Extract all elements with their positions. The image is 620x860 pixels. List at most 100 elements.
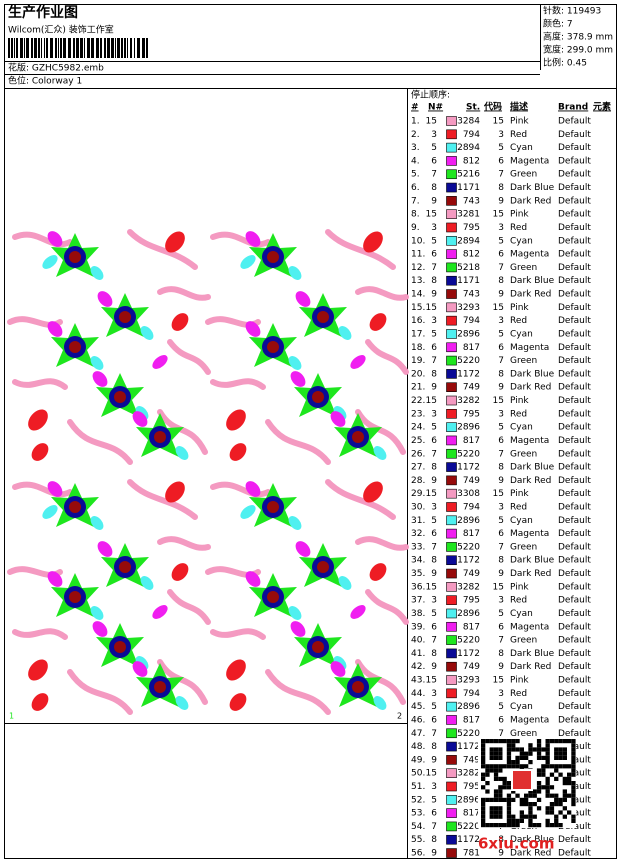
qr-cell	[571, 772, 576, 777]
needle: 8	[431, 276, 437, 286]
bar-stripe	[96, 38, 99, 58]
qr-cell	[528, 793, 533, 798]
code: 5	[498, 702, 504, 712]
qr-cell	[489, 747, 494, 752]
description: Dark Blue	[510, 369, 555, 379]
swatch	[446, 462, 457, 472]
qr-cell	[571, 747, 576, 752]
qr-cell	[511, 747, 516, 752]
needle: 6	[431, 622, 437, 632]
brand: Default	[558, 476, 591, 486]
qr-cell	[528, 823, 533, 828]
qr-cell	[545, 751, 550, 756]
qr-cell	[493, 747, 499, 752]
description: Magenta	[510, 715, 549, 725]
description: Dark Red	[510, 849, 551, 859]
needle: 3	[431, 782, 437, 792]
qr-cell	[554, 755, 559, 760]
row-number: 12.	[411, 263, 425, 273]
stitches: 2896	[457, 609, 480, 619]
qr-cell	[558, 764, 563, 769]
stitches: 2896	[457, 329, 480, 339]
description: Green	[510, 542, 537, 552]
code: 5	[498, 423, 504, 433]
qr-cell	[493, 776, 499, 781]
stitches: 794	[463, 502, 480, 512]
qr-cell	[493, 814, 499, 819]
code: 6	[498, 715, 504, 725]
row-number: 37.	[411, 596, 425, 606]
row-number: 21.	[411, 383, 425, 393]
qr-cell	[571, 802, 576, 807]
brand: Default	[558, 622, 591, 632]
code: 7	[498, 636, 504, 646]
qr-cell	[481, 751, 486, 756]
bar-stripe	[60, 38, 62, 58]
qr-cell	[554, 739, 559, 744]
qr-cell	[562, 789, 567, 794]
qr-cell	[571, 818, 576, 823]
qr-cell	[502, 776, 507, 781]
bar-stripe	[76, 38, 79, 58]
stitches: 3282	[457, 769, 480, 779]
description: Cyan	[510, 516, 533, 526]
bar-stripe	[14, 38, 15, 58]
qr-cell	[545, 764, 550, 769]
bar-stripe	[134, 38, 135, 58]
qr-cell	[558, 802, 563, 807]
info-item: 高度: 378.9 mm	[543, 31, 613, 43]
qr-cell	[489, 814, 494, 819]
qr-cell	[554, 751, 559, 756]
code: 15	[493, 489, 504, 499]
needle: 6	[431, 529, 437, 539]
stitches: 3282	[457, 582, 480, 592]
stitches: 795	[463, 409, 480, 419]
row-number: 1.	[411, 117, 420, 127]
qr-cell	[562, 764, 567, 769]
needle: 6	[431, 250, 437, 260]
qr-cell	[562, 797, 567, 802]
brand: Default	[558, 582, 591, 592]
stitches: 794	[463, 130, 480, 140]
swatch	[446, 608, 457, 619]
qr-cell	[536, 789, 542, 794]
qr-cell	[511, 814, 516, 819]
swatch	[446, 715, 457, 725]
qr-cell	[481, 802, 486, 807]
qr-cell	[541, 755, 546, 760]
stitches: 3293	[457, 676, 480, 686]
qr-cell	[481, 776, 486, 781]
description: Red	[510, 502, 527, 512]
qr-cell	[481, 760, 486, 765]
bar-stripe	[87, 38, 90, 58]
stitches: 5220	[457, 449, 480, 459]
qr-cell	[549, 772, 555, 777]
stitches: 781	[463, 849, 480, 859]
qr-cell	[528, 743, 533, 748]
code: 9	[498, 476, 504, 486]
row-number: 52.	[411, 795, 425, 805]
row-number: 56.	[411, 849, 425, 859]
qr-cell	[567, 772, 572, 777]
bar-stripe	[68, 38, 71, 58]
qr-cell	[558, 797, 563, 802]
qr-cell	[498, 797, 503, 802]
brand: Default	[558, 463, 591, 473]
qr-cell	[485, 781, 490, 786]
row-number: 24.	[411, 423, 425, 433]
qr-cell	[506, 814, 512, 819]
swatch	[446, 648, 457, 659]
code: 6	[498, 436, 504, 446]
needle: 15	[426, 303, 437, 313]
stitches: 1172	[457, 463, 480, 473]
bar-stripe	[44, 38, 45, 58]
qr-cell	[549, 823, 555, 828]
qr-cell	[571, 785, 576, 790]
brand: Default	[558, 569, 591, 579]
needle: 7	[431, 636, 437, 646]
brand: Default	[558, 343, 591, 353]
qr-cell	[567, 739, 572, 744]
brand: Default	[558, 183, 591, 193]
row-number: 25.	[411, 436, 425, 446]
bar-stripe	[107, 38, 110, 58]
